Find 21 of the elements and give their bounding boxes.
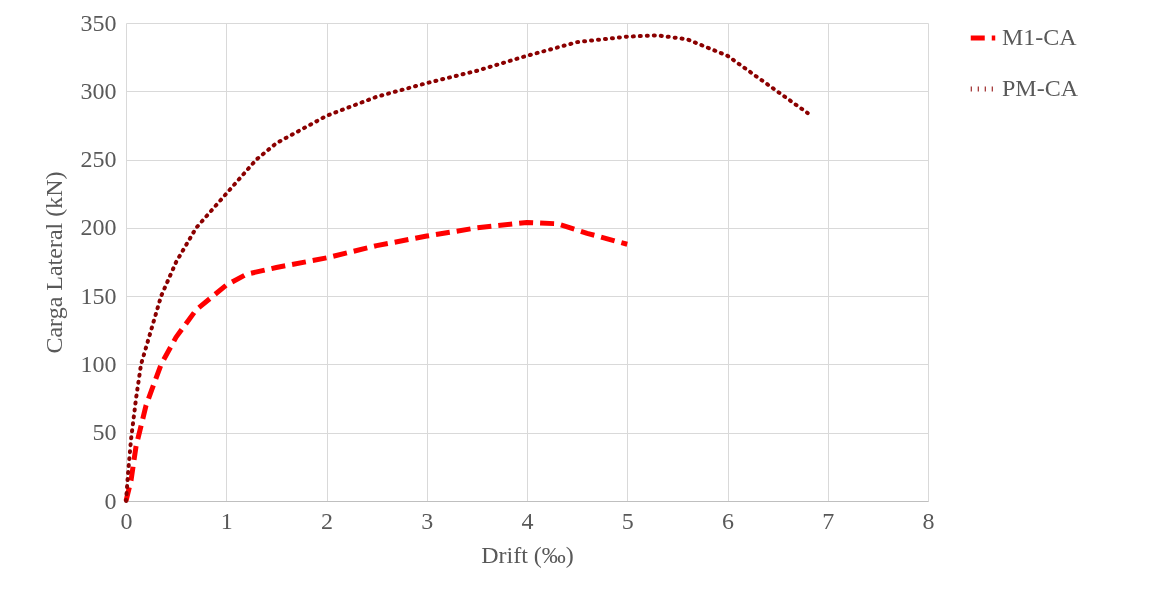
x-tick-label: 8: [922, 507, 935, 534]
y-tick-label: 0: [104, 487, 117, 514]
x-tick-label: 7: [822, 507, 835, 534]
y-tick-label: 300: [80, 77, 117, 104]
x-tick-label: 2: [321, 507, 333, 534]
x-tick-label: 4: [521, 507, 534, 534]
x-tick-label: 5: [621, 507, 634, 534]
y-tick-label: 250: [80, 146, 117, 173]
y-tick-label: 200: [80, 214, 117, 241]
y-tick-label: 50: [92, 419, 117, 446]
y-tick-label: 150: [80, 282, 117, 309]
x-axis-title: Drift (‰): [481, 541, 574, 568]
x-tick-label: 6: [722, 507, 734, 534]
y-tick-label: 350: [80, 9, 117, 36]
legend-label: PM-CA: [1002, 75, 1079, 101]
legend-label: M1-CA: [1002, 24, 1078, 50]
x-tick-label: 3: [421, 507, 434, 534]
y-axis-title: Carga Lateral (kN): [40, 171, 67, 354]
y-tick-label: 100: [80, 350, 117, 377]
x-tick-label: 1: [220, 507, 233, 534]
line-series: [124, 33, 810, 503]
